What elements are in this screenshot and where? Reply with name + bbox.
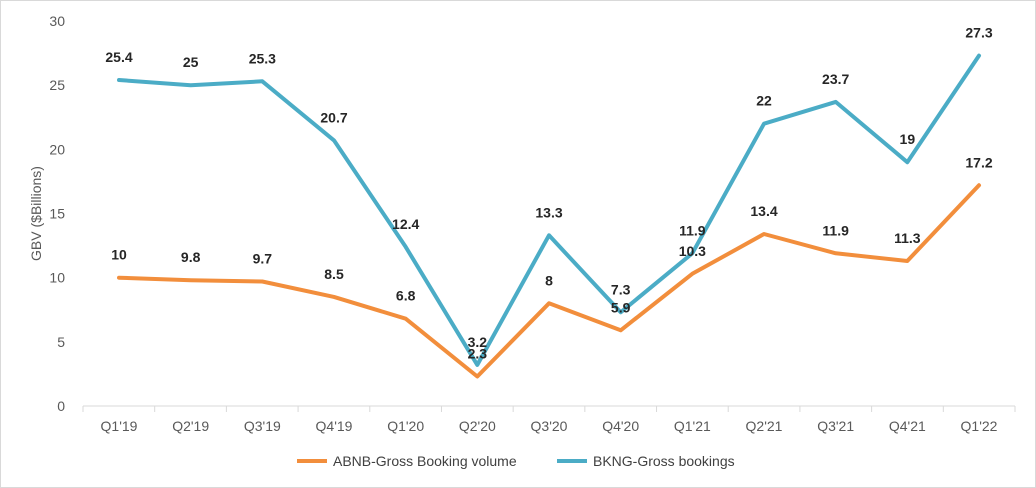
data-label: 10.3 [679,243,706,259]
data-label: 11.9 [679,222,706,238]
x-axis-ticks: Q1'19 Q2'19 Q3'19 Q4'19 Q1'20 Q2'20 Q3'20 Q4'20… [82,406,1016,434]
data-label: 25.4 [105,49,132,65]
data-label: 2.3 [468,345,488,361]
y-tick-label: 30 [49,13,65,29]
data-label: 19 [900,131,916,147]
data-label: 13.3 [535,204,562,220]
data-label: 6.8 [396,288,416,304]
x-tick-label: Q3'20 [531,418,568,434]
legend: ABNB-Gross Booking volume BKNG-Gross book… [297,453,735,469]
series-line-bkng [117,53,981,367]
y-tick-label: 15 [49,206,65,222]
x-tick-label: Q3'19 [244,418,281,434]
data-label: 17.2 [965,154,992,170]
data-label: 3.2 [468,334,488,350]
data-label: 9.8 [181,249,201,265]
data-label: 8.5 [324,266,344,282]
x-tick-label: Q1'19 [101,418,138,434]
data-label: 25.3 [249,50,276,66]
data-label: 7.3 [611,281,631,297]
y-axis-ticks: 0 5 10 15 20 25 30 [49,13,65,414]
data-label: 8 [545,272,553,288]
x-tick-label: Q3'21 [817,418,854,434]
y-tick-label: 10 [49,270,65,286]
legend-label: ABNB-Gross Booking volume [333,453,517,469]
x-tick-label: Q1'21 [674,418,711,434]
x-tick-label: Q2'21 [746,418,783,434]
series-group [117,53,981,379]
data-label: 23.7 [822,71,849,87]
y-axis-title: GBV ($Billions) [28,166,44,261]
data-labels: 10 9.8 9.7 8.5 6.8 2.3 8 5.9 10.3 13.4 11.9 11.3 17.… [105,25,992,362]
data-label: 12.4 [392,216,419,232]
data-label: 11.9 [822,222,849,238]
x-tick-label: Q1'20 [387,418,424,434]
data-label: 11.3 [894,230,921,246]
x-tick-label: Q2'20 [459,418,496,434]
y-tick-label: 25 [49,77,65,93]
data-label: 25 [183,54,199,70]
series-line-abnb [117,183,981,379]
y-tick-label: 5 [57,334,65,350]
x-tick-label: Q4'20 [602,418,639,434]
data-label: 13.4 [750,203,777,219]
x-tick-label: Q4'21 [889,418,926,434]
x-tick-label: Q2'19 [172,418,209,434]
x-tick-label: Q1'22 [961,418,998,434]
data-label: 27.3 [965,25,992,41]
data-label: 5.9 [611,299,631,315]
data-label: 9.7 [253,251,273,267]
x-tick-label: Q4'19 [316,418,353,434]
y-tick-label: 20 [49,141,65,157]
data-label: 10 [111,247,127,263]
y-tick-label: 0 [57,398,65,414]
data-label: 22 [756,93,772,109]
data-label: 20.7 [320,109,347,125]
legend-label: BKNG-Gross bookings [593,453,735,469]
